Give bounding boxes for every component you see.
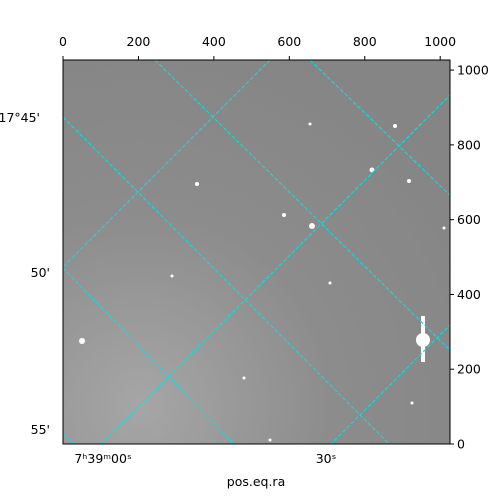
x-tick-label: 800 — [353, 34, 377, 49]
x-tick-label: 200 — [127, 34, 151, 49]
axes-frame — [62, 59, 451, 445]
y-tick-label: 600 — [457, 212, 481, 227]
x-tick-label: 400 — [202, 34, 226, 49]
ra-tick-label: 7ʰ39ᵐ00ˢ — [74, 451, 131, 466]
x-tick-label: 0 — [59, 34, 67, 49]
y-tick-label: 1000 — [457, 63, 489, 78]
sky-image — [63, 60, 450, 444]
stars — [79, 122, 446, 442]
dec-tick-label: 50' — [31, 265, 50, 280]
y-tick-label: 800 — [457, 137, 481, 152]
coordinate-grid — [63, 60, 450, 444]
x-tick-label: 600 — [277, 34, 301, 49]
y-tick-label: 0 — [457, 437, 465, 452]
y-tick-label: 200 — [457, 362, 481, 377]
x-axis-label: pos.eq.ra — [227, 474, 285, 489]
y-tick-label: 400 — [457, 287, 481, 302]
dec-tick-label: 55' — [31, 422, 50, 437]
dec-tick-label: 17°45' — [0, 110, 40, 125]
ra-tick-label: 30ˢ — [316, 451, 337, 466]
x-tick-label: 1000 — [424, 34, 456, 49]
